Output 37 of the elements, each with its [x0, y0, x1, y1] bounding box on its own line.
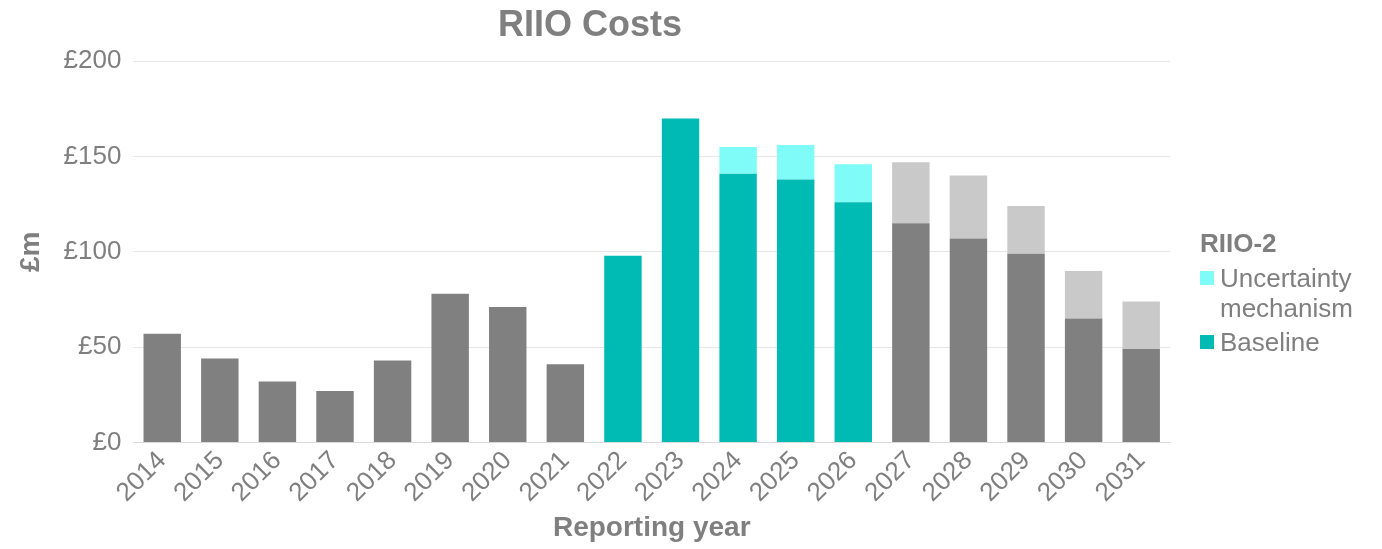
bar [431, 293, 469, 442]
bar [1122, 301, 1160, 350]
bar [892, 223, 930, 442]
bar [143, 333, 181, 442]
y-tick-label: £0 [92, 425, 122, 456]
legend-label: Uncertainty mechanism [1220, 263, 1354, 323]
bar [373, 360, 412, 442]
y-axis-title: £m [13, 231, 45, 273]
bar [719, 173, 757, 442]
bar [201, 358, 239, 442]
bar [258, 381, 297, 442]
chart-title: RIIO Costs [497, 2, 683, 44]
legend-label: Baseline [1220, 327, 1321, 357]
bar [949, 175, 988, 239]
bar [661, 118, 700, 442]
bar [1122, 349, 1160, 442]
bar [776, 145, 815, 180]
bar [1007, 206, 1045, 254]
bar [1007, 253, 1045, 442]
bar [1064, 270, 1103, 319]
y-tick-label: £150 [63, 139, 122, 170]
bar [776, 179, 815, 442]
bar [719, 146, 757, 174]
x-axis-title: Reporting year [552, 510, 751, 542]
bar [1064, 318, 1103, 442]
bar [834, 164, 872, 203]
y-tick-label: £100 [63, 234, 122, 265]
bar [949, 238, 988, 442]
legend-title: RIIO-2 [1200, 228, 1278, 259]
bar [604, 255, 642, 442]
bar [316, 390, 354, 442]
bar [489, 307, 527, 442]
y-tick-label: £50 [78, 330, 122, 361]
bar [892, 162, 930, 224]
bar [546, 364, 585, 442]
bar [834, 202, 872, 442]
y-tick-label: £200 [63, 44, 122, 75]
